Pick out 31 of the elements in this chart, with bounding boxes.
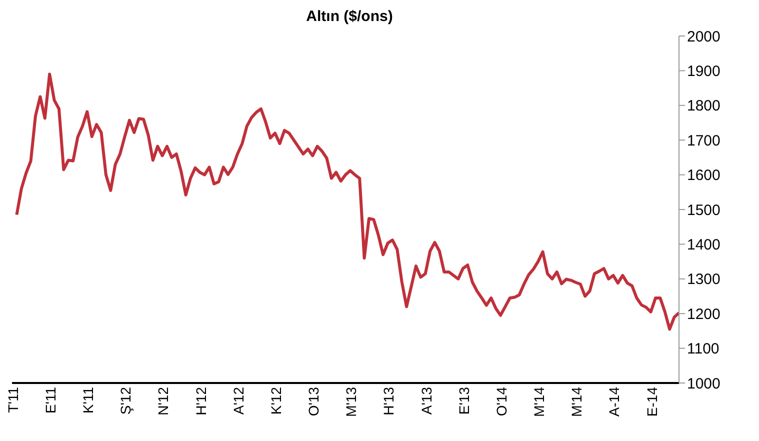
x-tick-label: T'11 [4,386,21,413]
x-tick-label: M'13 [343,386,360,417]
x-tick-label: H'12 [192,386,209,416]
y-tick-label: 1800 [687,98,720,115]
x-tick-label: M'14 [531,386,548,417]
x-tick-label: K'12 [268,386,284,415]
x-tick-label: E-14 [644,386,660,417]
line-series [15,72,680,331]
x-tick-label: A'12 [230,386,246,415]
y-tick-label: 1000 [687,375,720,392]
x-tick-label: H'13 [380,386,397,416]
x-tick-label: O'13 [306,386,322,416]
x-tick-label: N'12 [155,386,172,416]
y-tick-label: 1100 [687,340,720,358]
y-tick-label: 1200 [687,306,720,323]
x-tick-label: A'13 [418,386,434,415]
x-tick-label: E'11 [42,386,59,414]
y-tick-label: 1500 [687,202,720,219]
x-tick-label: Ş'12 [118,386,134,415]
x-tick-label: M'14 [568,386,585,417]
y-tick-label: 2000 [687,28,720,46]
x-tick-label: O'14 [493,386,510,416]
x-tick-label: K'11 [80,386,96,414]
chart-title: Altın ($/ons) [305,8,394,27]
y-tick-label: 1300 [687,271,720,288]
y-tick-label: 1900 [687,63,720,80]
y-tick-label: 1700 [687,132,720,150]
y-tick-label: 1400 [687,236,720,254]
x-tick-label: A-14 [606,386,622,417]
y-tick-label: 1600 [687,167,720,184]
x-tick-label: E'13 [456,386,472,415]
